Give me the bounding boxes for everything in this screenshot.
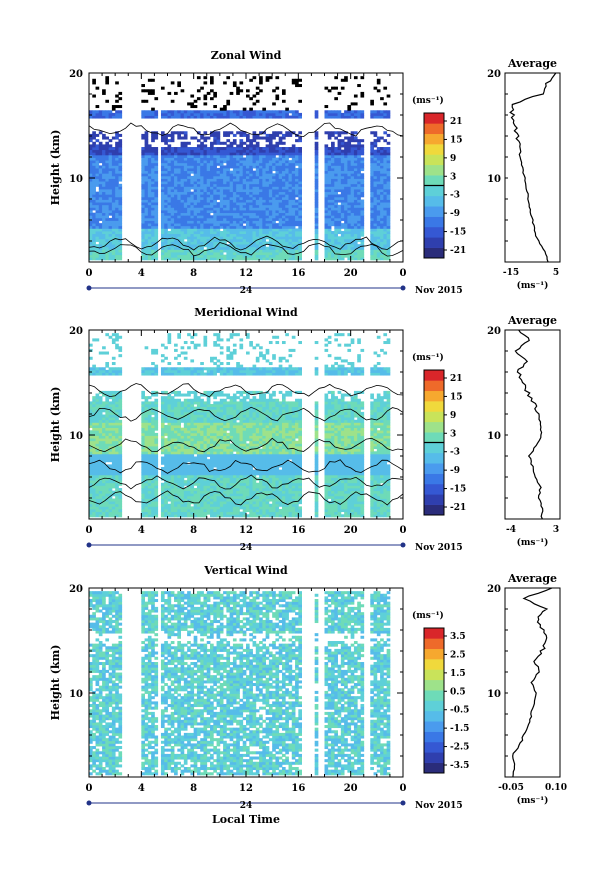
colorbar-tick: -3: [450, 448, 460, 458]
average-x-tick: 3: [553, 525, 559, 535]
date-label: Nov 2015: [415, 543, 463, 553]
date-label: Nov 2015: [415, 801, 463, 811]
x-tick-label: 0: [400, 525, 407, 536]
y-tick-label: 20: [69, 584, 83, 595]
x-tick-label: 16: [291, 525, 305, 536]
y-tick-label: 20: [69, 326, 83, 337]
average-title: Average: [507, 57, 557, 70]
x-tick-label: 4: [138, 525, 145, 536]
x-tick-label: 20: [344, 783, 358, 794]
average-x-tick: -0.05: [498, 783, 524, 793]
colorbar-tick: 3: [450, 429, 456, 439]
y-tick-label: 10: [69, 689, 83, 700]
colorbar-unit: (ms⁻¹): [412, 610, 444, 621]
x-axis-label: Local Time: [212, 813, 280, 826]
average-x-tick: 5: [553, 268, 559, 278]
average-x-tick: -4: [506, 525, 516, 535]
contour-lines: [88, 383, 404, 506]
x-tick-label: 20: [344, 268, 358, 279]
x-tick-label: 0: [400, 783, 407, 794]
average-x-tick: -15: [503, 268, 519, 278]
day-label: 24: [240, 286, 253, 296]
colorbar-tick: -0.5: [450, 706, 469, 716]
average-x-tick: 0.10: [545, 783, 567, 793]
y-axis-label: Height (km): [49, 645, 62, 721]
colorbar-tick: 15: [450, 392, 463, 402]
colorbar-tick: -9: [450, 209, 460, 219]
colorbar-tick: 3.5: [450, 632, 466, 642]
x-tick-label: 4: [138, 268, 145, 279]
panel-vert: Vertical Wind 10 20 Height (km) 0 4 8 12 16 20 0 24…: [49, 564, 567, 811]
colorbar-tick: -21: [450, 503, 466, 513]
heatmap-cells: [89, 76, 391, 261]
colorbar: (ms⁻¹) 3.5 2.5 1.5 0.5 -0.5 -1.5 -2.5 -3.5: [412, 610, 469, 774]
contour-lines: [88, 122, 404, 257]
colorbar-tick: 9: [450, 411, 456, 421]
colorbar-tick: -9: [450, 466, 460, 476]
colorbar-tick: 9: [450, 154, 456, 164]
colorbar-unit: (ms⁻¹): [412, 95, 444, 106]
average-x-label: (ms⁻¹): [517, 537, 549, 548]
average-title: Average: [507, 572, 557, 585]
colorbar-tick: -1.5: [450, 724, 469, 734]
colorbar-tick: -21: [450, 246, 466, 256]
colorbar-tick: -3.5: [450, 761, 469, 771]
x-tick-label: 0: [86, 268, 93, 279]
x-tick-label: 4: [138, 783, 145, 794]
average-line: [509, 72, 557, 263]
panel-zonal: Zonal Wind 10 20 Height (km) 0 4 8 12 16 20 0 24 Nov…: [49, 49, 561, 296]
svg-text:10: 10: [487, 174, 501, 185]
x-tick-label: 8: [190, 268, 197, 279]
colorbar-tick: 21: [450, 374, 463, 384]
panel-title: Vertical Wind: [203, 564, 288, 577]
average-x-label: (ms⁻¹): [517, 280, 549, 291]
panel-title: Zonal Wind: [211, 49, 282, 62]
colorbar-tick: 2.5: [450, 650, 466, 660]
x-tick-label: 16: [291, 268, 305, 279]
y-axis-label: Height (km): [49, 130, 62, 206]
average-profile: Average 10 20 -15 5 (ms⁻¹): [487, 57, 561, 291]
day-label: 24: [240, 543, 253, 553]
x-tick-label: 12: [239, 525, 253, 536]
colorbar-tick: -15: [450, 228, 466, 238]
colorbar-tick: -15: [450, 485, 466, 495]
y-tick-label: 20: [69, 69, 83, 80]
colorbar-tick: 1.5: [450, 669, 466, 679]
average-line: [512, 587, 553, 778]
colorbar-tick: 0.5: [450, 687, 466, 697]
date-label: Nov 2015: [415, 286, 463, 296]
x-tick-label: 0: [86, 783, 93, 794]
y-tick-label: 10: [69, 431, 83, 442]
colorbar: (ms⁻¹) 21 15 9 3 -3 -9 -15 -21: [412, 352, 466, 516]
x-tick-label: 8: [190, 525, 197, 536]
average-title: Average: [507, 314, 557, 327]
heatmap-cells: [89, 591, 391, 776]
x-tick-label: 8: [190, 783, 197, 794]
panel-merid: Meridional Wind 10 20 Height (km) 0 4 8 12 16 20 0…: [49, 306, 561, 553]
day-label: 24: [240, 801, 253, 811]
x-tick-label: 16: [291, 783, 305, 794]
x-tick-label: 0: [86, 525, 93, 536]
x-tick-label: 12: [239, 783, 253, 794]
average-x-label: (ms⁻¹): [517, 795, 549, 806]
average-line: [514, 329, 544, 520]
colorbar-tick: -3: [450, 191, 460, 201]
x-tick-label: 12: [239, 268, 253, 279]
y-axis-label: Height (km): [49, 387, 62, 463]
colorbar-unit: (ms⁻¹): [412, 352, 444, 363]
svg-text:20: 20: [487, 69, 501, 80]
panel-title: Meridional Wind: [194, 306, 298, 319]
colorbar-tick: 15: [450, 135, 463, 145]
colorbar: (ms⁻¹) 21 15 9 3 -3 -9 -15 -21: [412, 95, 466, 259]
x-tick-label: 20: [344, 525, 358, 536]
x-tick-label: 0: [400, 268, 407, 279]
colorbar-tick: 21: [450, 117, 463, 127]
colorbar-tick: -2.5: [450, 743, 469, 753]
colorbar-tick: 3: [450, 172, 456, 182]
heatmap-cells: [89, 333, 391, 518]
y-tick-label: 10: [69, 174, 83, 185]
